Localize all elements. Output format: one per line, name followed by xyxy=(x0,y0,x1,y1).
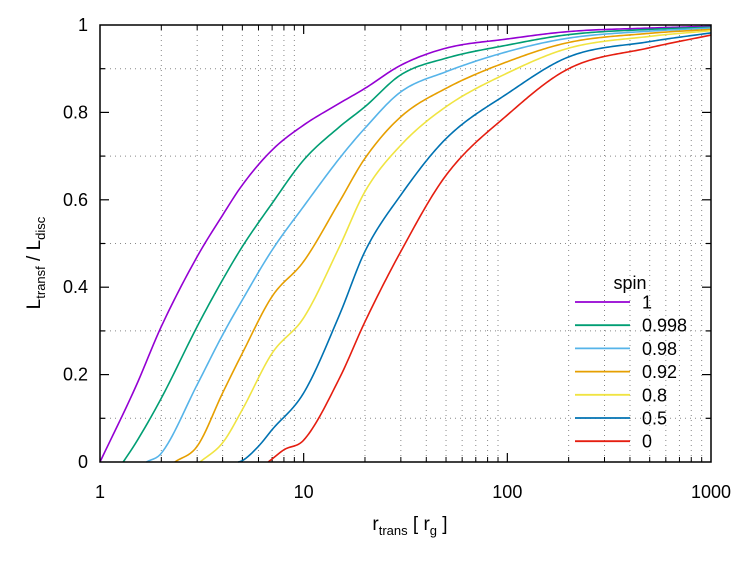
y-tick-label: 0.4 xyxy=(63,277,88,297)
series-line-spin-0.8 xyxy=(199,29,712,463)
legend-label: 0.92 xyxy=(642,362,677,382)
y-tick-label: 0.2 xyxy=(63,365,88,385)
legend-label: 0.5 xyxy=(642,409,667,429)
legend-label: 0.998 xyxy=(642,316,687,336)
series-line-spin-0.5 xyxy=(238,32,712,463)
y-tick-label: 1 xyxy=(78,15,88,35)
legend-label: 1 xyxy=(642,293,652,313)
plot-frame xyxy=(99,24,712,463)
series-line-spin-0 xyxy=(267,34,712,463)
legend: spin 1 0.998 0.98 0.92 0.8 0.5 0 xyxy=(575,273,687,452)
y-tick-label: 0 xyxy=(78,452,88,472)
legend-label: 0 xyxy=(642,432,652,452)
x-tick-label: 1 xyxy=(95,482,105,502)
axis-ticks xyxy=(100,25,711,462)
legend-label: 0.98 xyxy=(642,339,677,359)
series-line-spin-0.98 xyxy=(146,27,712,463)
x-tick-label: 10 xyxy=(294,482,314,502)
x-tick-label: 100 xyxy=(492,482,522,502)
legend-title: spin xyxy=(613,273,646,293)
series-lines xyxy=(99,25,712,463)
y-tick-label: 0.8 xyxy=(63,102,88,122)
y-tick-label: 0.6 xyxy=(63,190,88,210)
x-axis-label: rtrans [ rg ] xyxy=(372,514,447,538)
x-tick-label: 1000 xyxy=(691,482,731,502)
y-axis-label: Ltransf / Ldisc xyxy=(24,216,48,309)
series-line-spin-1 xyxy=(99,25,712,463)
series-line-spin-0.92 xyxy=(174,28,712,463)
legend-label: 0.8 xyxy=(642,385,667,405)
series-line-spin-0.998 xyxy=(122,26,712,463)
